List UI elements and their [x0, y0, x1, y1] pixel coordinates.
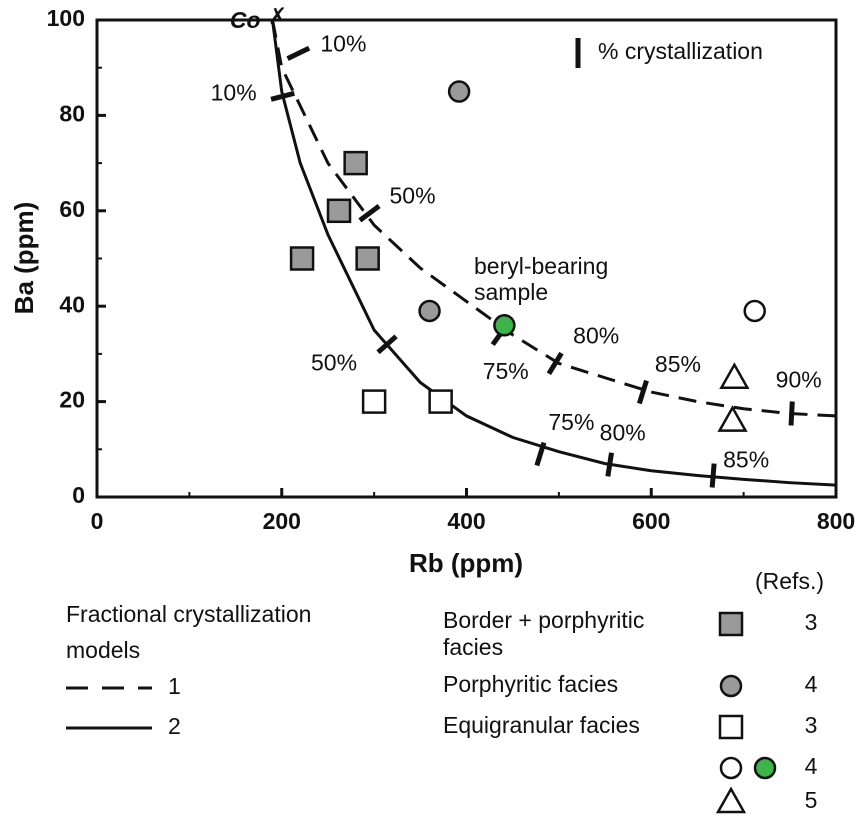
crystallization-tick [534, 441, 547, 467]
legend-label: facies [443, 634, 503, 660]
x-tick-label: 200 [263, 508, 301, 534]
crystallization-tick [286, 45, 311, 61]
circle-marker [719, 674, 743, 698]
crystallization-label: 75% [548, 409, 594, 435]
models-title: Fractional crystallization [66, 601, 311, 627]
x-tick-label: 400 [447, 508, 485, 534]
square-marker [326, 198, 352, 224]
legend-refs: 3 [805, 609, 818, 635]
square-marker [289, 246, 315, 271]
model-curve [271, 19, 837, 487]
crystallization-label: 90% [776, 367, 822, 393]
square-marker [428, 389, 453, 414]
legend-refs: 3 [805, 712, 818, 738]
crystallization-tick [605, 452, 614, 477]
crystallization-tick [636, 379, 649, 405]
triangle-marker [719, 362, 750, 389]
y-tick-label: 80 [59, 100, 85, 126]
model-legend-label: 1 [168, 673, 181, 699]
triangle-marker [717, 405, 748, 432]
model-curve [271, 19, 837, 418]
crystallization-label: 50% [390, 182, 436, 208]
legend-label: Porphyritic facies [443, 671, 618, 697]
x-axis-label: Rb (ppm) [409, 548, 523, 578]
crystallization-label: 75% [483, 358, 529, 384]
circle-marker [743, 299, 766, 323]
legend-refs: 4 [805, 671, 818, 697]
y-tick-label: 40 [59, 291, 85, 317]
crystallization-tick [788, 401, 795, 426]
crystallization-tick [358, 204, 381, 223]
source-label: Co [230, 7, 261, 33]
square-marker [343, 150, 368, 176]
crystallization-tick [709, 463, 717, 488]
source-marker: ✗ [268, 3, 287, 29]
crystallization-label: 85% [655, 351, 701, 377]
circle-marker [753, 756, 777, 780]
circle-marker [493, 314, 516, 337]
crystallization-tick [376, 334, 398, 355]
circle-marker [719, 756, 743, 780]
square-marker [355, 246, 380, 271]
circle-marker [447, 80, 471, 103]
legend-refs: 4 [805, 753, 818, 779]
crystallization-label: 80% [600, 420, 646, 446]
annotation: beryl-bearing [474, 253, 608, 279]
crystallization-label: 85% [723, 447, 769, 473]
crystallization-label: 50% [311, 349, 357, 375]
legend-refs: 5 [805, 787, 818, 813]
circle-marker [418, 299, 441, 323]
x-tick-label: 800 [817, 508, 855, 534]
crystallization-label: 80% [573, 323, 619, 349]
legend-label: Border + porphyritic [443, 607, 644, 633]
y-tick-label: 100 [47, 5, 85, 31]
model-legend-label: 2 [168, 713, 181, 739]
models-title: models [66, 637, 140, 663]
y-tick-label: 0 [72, 482, 85, 508]
annotation: sample [474, 279, 548, 305]
crystallization-legend-text: % crystallization [598, 38, 763, 64]
crystallization-label: 10% [320, 30, 366, 56]
refs-title: (Refs.) [755, 568, 824, 594]
y-axis-label: Ba (ppm) [9, 202, 39, 315]
square-marker [718, 714, 744, 740]
x-tick-label: 600 [632, 508, 670, 534]
x-tick-label: 0 [91, 508, 104, 534]
crystallization-tick [270, 90, 295, 102]
square-marker [718, 611, 744, 637]
y-tick-label: 60 [59, 196, 85, 222]
square-marker [361, 389, 387, 414]
crystallization-label: 10% [211, 79, 257, 105]
triangle-marker [715, 786, 747, 814]
legend-label: Equigranular facies [443, 712, 640, 738]
y-tick-label: 20 [59, 387, 85, 413]
crystallization-tick [546, 351, 564, 375]
